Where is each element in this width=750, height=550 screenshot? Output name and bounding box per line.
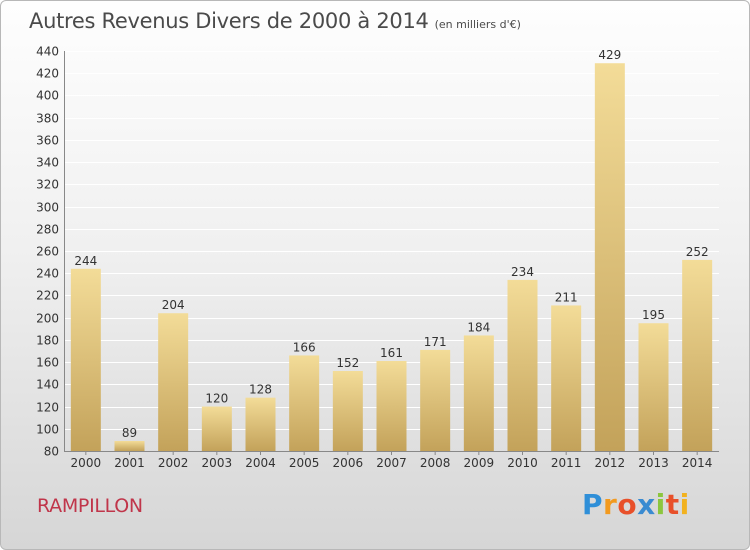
data-label: 120: [205, 392, 228, 406]
data-label: 234: [511, 265, 534, 279]
x-tick-label: 2008: [420, 456, 451, 470]
x-tick-label: 2001: [114, 456, 145, 470]
y-tick-label: 440: [36, 45, 59, 59]
bar: [376, 361, 407, 451]
y-tick-label: 260: [36, 245, 59, 259]
data-label: 166: [293, 340, 316, 354]
y-tick-label: 140: [36, 378, 59, 392]
y-tick-label: 360: [36, 134, 59, 148]
bars: 244 89 204 120 128 166 152 161 171 184 234 211 429 19…: [70, 48, 713, 451]
data-label: 204: [162, 298, 185, 312]
y-tick-label: 200: [36, 312, 59, 326]
bar: [332, 371, 363, 451]
bar: [682, 259, 713, 451]
commune-name: RAMPILLON: [37, 495, 143, 517]
data-label: 171: [424, 335, 447, 349]
data-label: 195: [642, 308, 665, 322]
bar: [463, 335, 494, 451]
x-tick-label: 2014: [682, 456, 713, 470]
data-label: 244: [74, 254, 97, 268]
y-tick-label: 100: [36, 423, 59, 437]
y-tick-label: 420: [36, 67, 59, 81]
x-tick-label: 2003: [202, 456, 233, 470]
logo-letter: i: [655, 488, 666, 521]
y-tick-label: 160: [36, 356, 59, 370]
x-tick-label: 2006: [333, 456, 364, 470]
proxiti-logo: Proxiti: [582, 488, 690, 521]
y-tick-label: 80: [44, 445, 59, 459]
data-label: 128: [249, 383, 272, 397]
y-tick-label: 220: [36, 289, 59, 303]
x-tick-label: 2007: [376, 456, 407, 470]
x-tick-label: 2010: [507, 456, 538, 470]
bar: [201, 406, 232, 451]
x-tick-label: 2009: [464, 456, 495, 470]
y-tick-label: 400: [36, 89, 59, 103]
data-label: 211: [555, 290, 578, 304]
x-tick-label: 2000: [71, 456, 102, 470]
x-tick-label: 2002: [158, 456, 189, 470]
logo-letter: r: [603, 488, 618, 521]
data-label: 161: [380, 346, 403, 360]
bar: [507, 279, 538, 451]
y-tick-label: 300: [36, 201, 59, 215]
logo-letter: i: [679, 488, 690, 521]
bar: [420, 349, 451, 451]
x-tick-label: 2012: [595, 456, 626, 470]
bar: [245, 397, 276, 451]
logo-letter: o: [617, 488, 638, 521]
data-label: 252: [686, 245, 709, 259]
y-tick-label: 180: [36, 334, 59, 348]
chart-title: Autres Revenus Divers de 2000 à 2014 (en …: [29, 9, 521, 33]
axes: 80 100 120 140 160 180 200 220 240 260 280 300 320 34…: [36, 45, 719, 470]
bar: [70, 268, 101, 451]
x-tick-label: 2004: [245, 456, 276, 470]
data-label: 89: [122, 426, 137, 440]
bar: [114, 441, 145, 451]
y-tick-label: 280: [36, 223, 59, 237]
x-tick-label: 2013: [638, 456, 669, 470]
bar: [551, 305, 582, 451]
y-tick-label: 240: [36, 267, 59, 281]
y-tick-label: 380: [36, 112, 59, 126]
logo-letter: P: [582, 488, 604, 521]
data-label: 184: [467, 320, 490, 334]
y-tick-label: 320: [36, 178, 59, 192]
x-tick-label: 2011: [551, 456, 582, 470]
bar: [594, 63, 625, 451]
x-tick-label: 2005: [289, 456, 320, 470]
bar: [158, 313, 189, 451]
chart-subtitle: (en milliers d'€): [434, 18, 521, 31]
data-label: 429: [598, 48, 621, 62]
logo-letter: x: [637, 488, 656, 521]
bar: [638, 323, 669, 451]
y-tick-label: 340: [36, 156, 59, 170]
data-label: 152: [336, 356, 359, 370]
y-tick-label: 120: [36, 401, 59, 415]
logo-letter: t: [665, 488, 680, 521]
bar: [289, 355, 320, 451]
